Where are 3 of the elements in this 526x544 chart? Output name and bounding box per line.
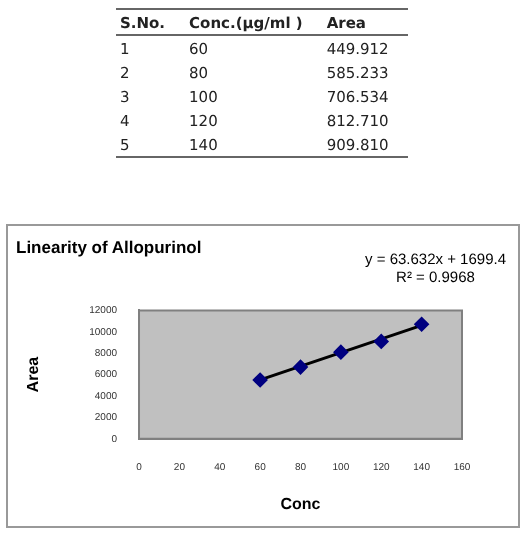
chart-title: Linearity of Allopurinol	[16, 236, 202, 257]
y-axis-title: Area	[24, 355, 43, 393]
x-axis-title: Conc	[280, 494, 322, 513]
